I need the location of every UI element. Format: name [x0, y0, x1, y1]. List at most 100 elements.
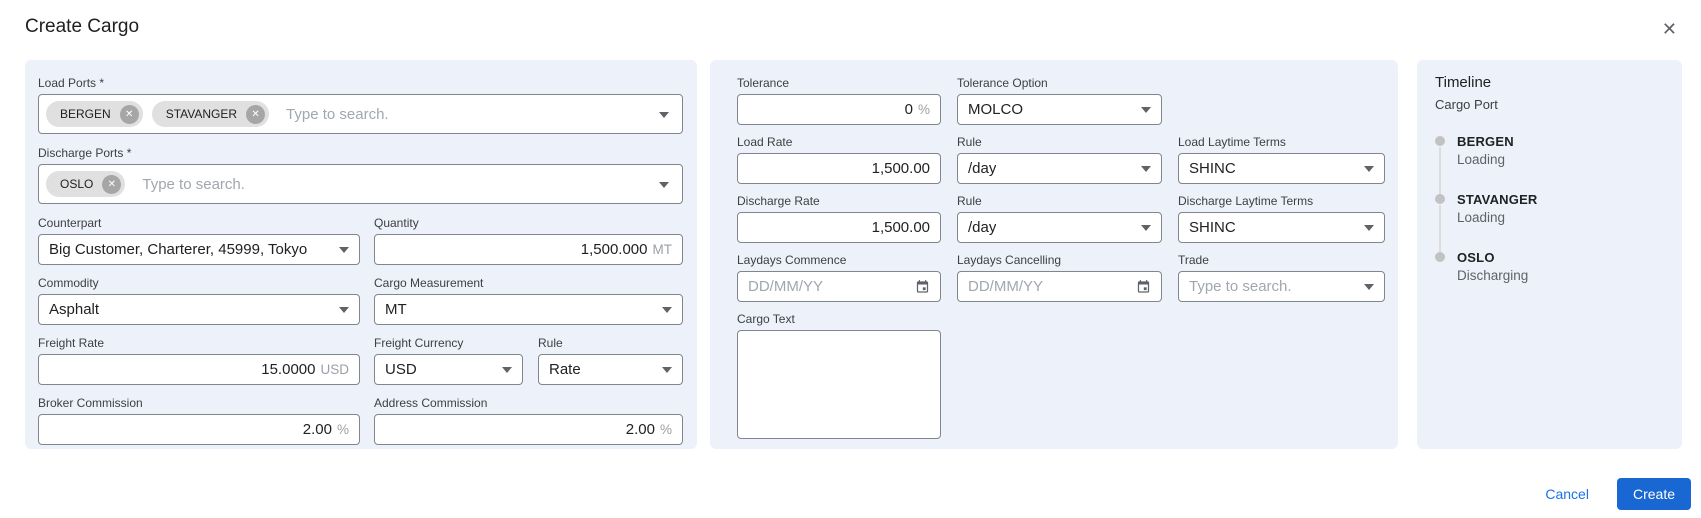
load-rule-select[interactable]: /day — [957, 153, 1162, 184]
cargo-measurement-label: Cargo Measurement — [374, 276, 484, 290]
chevron-down-icon — [1141, 165, 1151, 172]
tolerance-option-label: Tolerance Option — [957, 76, 1048, 90]
freight-currency-select[interactable]: USD — [374, 354, 523, 385]
cargo-text-label: Cargo Text — [737, 312, 795, 326]
chevron-down-icon — [659, 112, 669, 118]
discharge-port-chip-oslo: OSLO ✕ — [46, 171, 126, 197]
timeline-item: STAVANGER Loading — [1435, 192, 1666, 252]
freight-rate-value: 15.0000 — [261, 361, 316, 378]
freight-currency-value: USD — [385, 361, 417, 378]
load-laytime-terms-select[interactable]: SHINC — [1178, 153, 1385, 184]
load-ports-search-placeholder[interactable]: Type to search. — [286, 105, 389, 123]
quantity-value: 1,500.000 — [580, 241, 648, 258]
freight-rate-unit: USD — [320, 362, 349, 377]
cargo-terms-panel: Tolerance 0 % Tolerance Option MOLCO — [710, 60, 1398, 449]
laydays-commence-placeholder: DD/MM/YY — [748, 278, 823, 295]
cancel-button[interactable]: Cancel — [1545, 486, 1589, 502]
timeline-subtitle: Cargo Port — [1435, 97, 1498, 112]
address-commission-unit: % — [659, 422, 672, 437]
dialog-header: Create Cargo ✕ — [0, 0, 1701, 60]
address-commission-value: 2.00 — [625, 421, 655, 438]
timeline-port: BERGEN — [1457, 134, 1514, 149]
tolerance-unit: % — [917, 102, 930, 117]
counterpart-value: Big Customer, Charterer, 45999, Tokyo — [49, 241, 308, 258]
counterpart-label: Counterpart — [38, 216, 102, 230]
remove-chip-icon[interactable]: ✕ — [246, 104, 266, 124]
trade-search-select[interactable]: Type to search. — [1178, 271, 1385, 302]
chevron-down-icon — [1364, 283, 1374, 290]
dialog-actions: Cancel Create — [1545, 478, 1691, 510]
chip-label: STAVANGER — [165, 107, 238, 121]
close-button[interactable]: ✕ — [1656, 16, 1683, 42]
laydays-cancelling-datefield[interactable]: DD/MM/YY — [957, 271, 1162, 302]
timeline-activity: Loading — [1457, 210, 1506, 225]
commodity-select[interactable]: Asphalt — [38, 294, 360, 325]
calendar-icon[interactable] — [915, 279, 930, 295]
discharge-rule-label: Rule — [957, 194, 982, 208]
timeline-panel: Timeline Cargo Port BERGEN Loading STAVA… — [1417, 60, 1682, 449]
tolerance-option-select[interactable]: MOLCO — [957, 94, 1162, 125]
chevron-down-icon — [662, 366, 672, 373]
timeline-title: Timeline — [1435, 74, 1492, 91]
timeline-item: BERGEN Loading — [1435, 134, 1666, 194]
chevron-down-icon — [339, 306, 349, 313]
commodity-label: Commodity — [38, 276, 99, 290]
cargo-text-input[interactable] — [737, 330, 941, 439]
discharge-laytime-terms-label: Discharge Laytime Terms — [1178, 194, 1314, 208]
chevron-down-icon — [1141, 106, 1151, 113]
discharge-rule-select[interactable]: /day — [957, 212, 1162, 243]
trade-placeholder: Type to search. — [1189, 278, 1292, 295]
tolerance-label: Tolerance — [737, 76, 790, 90]
load-port-chip-stavanger: STAVANGER ✕ — [151, 101, 270, 127]
timeline-activity: Loading — [1457, 152, 1506, 167]
create-button[interactable]: Create — [1616, 478, 1691, 510]
tolerance-input[interactable]: 0 % — [737, 94, 941, 125]
timeline-dot — [1435, 252, 1445, 262]
cargo-main-panel: Load Ports * BERGEN ✕ STAVANGER ✕ Type t… — [25, 60, 697, 449]
laydays-commence-datefield[interactable]: DD/MM/YY — [737, 271, 941, 302]
load-ports-multiselect[interactable]: BERGEN ✕ STAVANGER ✕ Type to search. — [38, 94, 683, 134]
timeline-list: BERGEN Loading STAVANGER Loading OSLO Di… — [1435, 134, 1666, 283]
remove-chip-icon[interactable]: ✕ — [119, 104, 139, 124]
address-commission-label: Address Commission — [374, 396, 488, 410]
discharge-ports-multiselect[interactable]: OSLO ✕ Type to search. — [38, 164, 683, 204]
discharge-rate-value: 1,500.00 — [871, 219, 930, 236]
discharge-ports-label: Discharge Ports * — [38, 146, 132, 160]
broker-commission-unit: % — [336, 422, 349, 437]
discharge-laytime-terms-value: SHINC — [1189, 219, 1236, 236]
discharge-laytime-terms-select[interactable]: SHINC — [1178, 212, 1385, 243]
chevron-down-icon — [1364, 165, 1374, 172]
cargo-measurement-value: MT — [385, 301, 407, 318]
load-rate-input[interactable]: 1,500.00 — [737, 153, 941, 184]
freight-rule-label: Rule — [538, 336, 563, 350]
discharge-ports-search-placeholder[interactable]: Type to search. — [142, 175, 245, 193]
load-rate-label: Load Rate — [737, 135, 793, 149]
commodity-value: Asphalt — [49, 301, 100, 318]
laydays-cancelling-placeholder: DD/MM/YY — [968, 278, 1043, 295]
trade-label: Trade — [1178, 253, 1209, 267]
load-rate-value: 1,500.00 — [871, 160, 930, 177]
form-panels: Load Ports * BERGEN ✕ STAVANGER ✕ Type t… — [25, 60, 1701, 449]
freight-rule-select[interactable]: Rate — [538, 354, 683, 385]
timeline-activity: Discharging — [1457, 268, 1529, 283]
broker-commission-value: 2.00 — [302, 421, 332, 438]
chevron-down-icon — [1141, 224, 1151, 231]
discharge-rate-input[interactable]: 1,500.00 — [737, 212, 941, 243]
quantity-input[interactable]: 1,500.000 MT — [374, 234, 683, 265]
chevron-down-icon — [339, 246, 349, 253]
cargo-measurement-select[interactable]: MT — [374, 294, 683, 325]
chip-label: BERGEN — [60, 107, 111, 121]
load-laytime-terms-value: SHINC — [1189, 160, 1236, 177]
counterpart-select[interactable]: Big Customer, Charterer, 45999, Tokyo — [38, 234, 360, 265]
calendar-icon[interactable] — [1136, 279, 1151, 295]
broker-commission-input[interactable]: 2.00 % — [38, 414, 360, 445]
freight-rate-label: Freight Rate — [38, 336, 105, 350]
freight-rate-input[interactable]: 15.0000 USD — [38, 354, 360, 385]
discharge-rule-value: /day — [968, 219, 997, 236]
timeline-dot — [1435, 194, 1445, 204]
load-ports-label: Load Ports * — [38, 76, 105, 90]
dialog-title: Create Cargo — [25, 16, 140, 37]
remove-chip-icon[interactable]: ✕ — [102, 174, 122, 194]
address-commission-input[interactable]: 2.00 % — [374, 414, 683, 445]
